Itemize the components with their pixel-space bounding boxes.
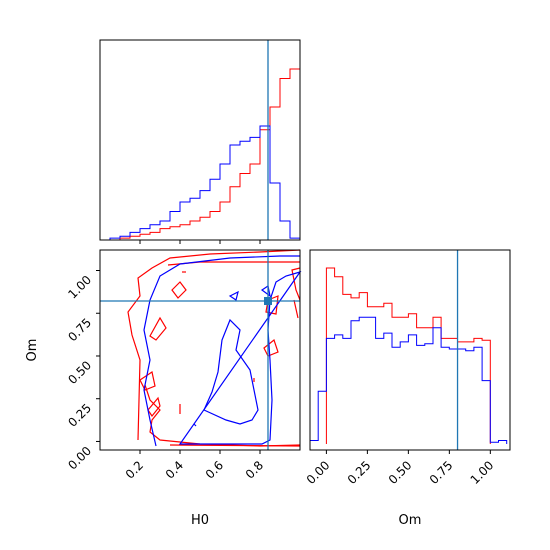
contours-blue — [143, 255, 302, 447]
h0-xtick-label-1: 0.4 — [163, 458, 186, 481]
red-blob-2 — [139, 371, 156, 391]
red-blob-6 — [263, 338, 279, 357]
h0-om-contour-panel: 0.2 0.4 0.6 0.8 0.00 0.25 0.50 0.75 1.00 H0 Om — [25, 249, 302, 528]
om-histogram-panel: 0.00 0.25 0.50 0.75 1.00 Om — [304, 249, 511, 528]
red-blob-3 — [149, 316, 167, 341]
red-blob-5 — [265, 295, 279, 315]
h0-histogram-panel — [99, 39, 301, 244]
blue-blob-1 — [228, 290, 239, 301]
red-blob-1 — [147, 396, 161, 418]
om-ytick-label-3: 0.75 — [65, 315, 94, 344]
blue-outer-contour — [143, 255, 302, 447]
om-hist-series-1-step — [309, 316, 508, 444]
om-x-ticks: 0.00 0.25 0.50 0.75 1.00 — [304, 450, 497, 487]
h0-xtick-label-3: 0.8 — [243, 458, 266, 481]
om-xtick-label-3: 0.75 — [427, 458, 456, 487]
truth-marker — [264, 297, 272, 305]
om-xtick-label-2: 0.50 — [386, 458, 415, 487]
h0-hist-series-0-step — [100, 68, 301, 241]
blue-inner-contour — [203, 318, 259, 425]
h0-xtick-label-2: 0.6 — [203, 458, 226, 481]
om-y-ticks: 0.00 0.25 0.50 0.75 1.00 — [65, 270, 100, 473]
om-xtick-label-1: 0.25 — [345, 458, 374, 487]
om-ytick-label-2: 0.50 — [65, 358, 94, 387]
om-ytick-label-0: 0.00 — [65, 444, 94, 473]
om-xtick-label-4: 1.00 — [468, 458, 497, 487]
h0-axis-label: H0 — [191, 513, 209, 528]
om-ytick-label-4: 1.00 — [65, 273, 94, 302]
blue-tick-1 — [193, 423, 197, 427]
h0-histogram-ticks — [139, 240, 261, 244]
om-hist-series-0-step — [325, 267, 491, 444]
h0-hist-series-1-step — [100, 125, 301, 241]
h0-x-ticks: 0.2 0.4 0.6 0.8 — [123, 450, 266, 482]
blue-blob-2 — [260, 285, 271, 298]
om-xtick-label-0: 0.00 — [304, 458, 333, 487]
red-blob-4 — [171, 281, 187, 299]
om-ytick-label-1: 0.25 — [65, 401, 94, 430]
red-tick-3 — [293, 299, 299, 319]
om-x-axis-label: Om — [399, 513, 422, 528]
om-axis-label: Om — [25, 339, 40, 362]
h0-xtick-label-0: 0.2 — [123, 458, 146, 481]
